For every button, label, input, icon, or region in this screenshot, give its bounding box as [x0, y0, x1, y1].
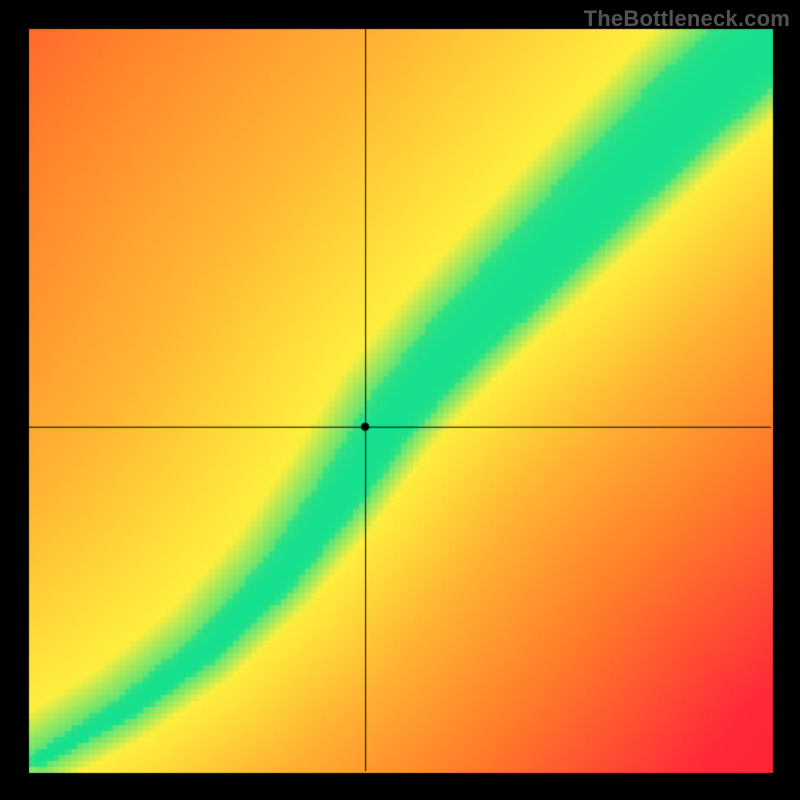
heatmap-canvas — [0, 0, 800, 800]
chart-container: TheBottleneck.com — [0, 0, 800, 800]
watermark-label: TheBottleneck.com — [584, 6, 790, 32]
